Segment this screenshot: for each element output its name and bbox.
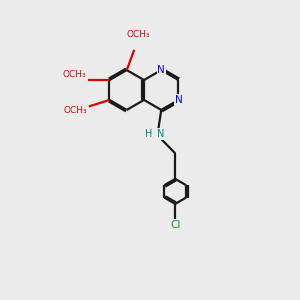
Text: OCH₃: OCH₃ [127, 30, 151, 39]
Text: OCH₃: OCH₃ [64, 106, 87, 115]
Text: N: N [175, 95, 182, 105]
Text: N: N [157, 129, 164, 139]
Text: OCH₃: OCH₃ [63, 70, 86, 79]
Text: Cl: Cl [170, 220, 180, 230]
Text: N: N [158, 65, 165, 75]
Text: H: H [146, 129, 153, 139]
